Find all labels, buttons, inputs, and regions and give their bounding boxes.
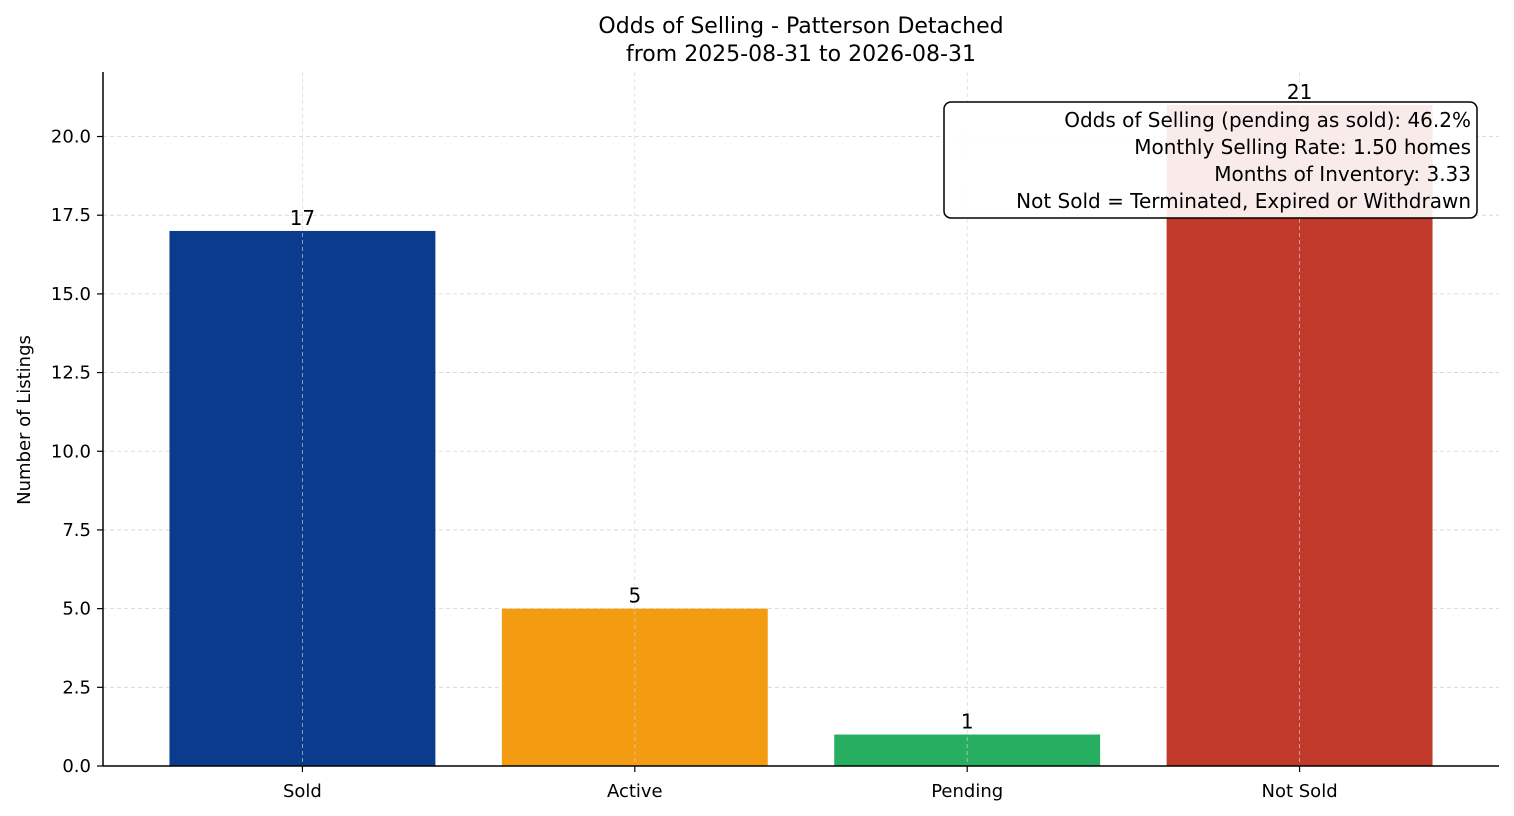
y-tick-label: 20.0 — [51, 127, 91, 148]
info-box: Odds of Selling (pending as sold): 46.2%… — [943, 101, 1478, 219]
chart-subtitle: from 2025-08-31 to 2026-08-31 — [626, 42, 976, 67]
y-tick-label: 5.0 — [62, 599, 91, 620]
bar-value-label: 17 — [290, 206, 315, 230]
y-tick-label: 15.0 — [51, 284, 91, 305]
bar-value-labels: 17 5 1 21 — [290, 80, 1313, 733]
x-tick-label: Sold — [283, 781, 322, 802]
info-box-line: Not Sold = Terminated, Expired or Withdr… — [1016, 189, 1471, 213]
bar-value-label: 1 — [961, 710, 974, 734]
x-tick-label: Not Sold — [1262, 781, 1338, 802]
y-tick-label: 17.5 — [51, 205, 91, 226]
chart-title: Odds of Selling - Patterson Detached — [598, 14, 1003, 39]
axes: 0.0 2.5 5.0 7.5 10.0 12.5 15.0 17.5 20.0 Sold Acti… — [51, 72, 1499, 802]
info-box-line: Months of Inventory: 3.33 — [1214, 162, 1471, 186]
bar-value-label: 5 — [628, 584, 641, 608]
bar-value-label: 21 — [1287, 80, 1312, 104]
x-tick-label: Active — [607, 781, 663, 802]
y-tick-label: 0.0 — [62, 756, 91, 777]
info-box-line: Monthly Selling Rate: 1.50 homes — [1134, 135, 1471, 159]
info-box-frame — [943, 101, 1478, 219]
y-tick-label: 10.0 — [51, 441, 91, 462]
y-axis-label: Number of Listings — [14, 335, 35, 505]
y-tick-label: 12.5 — [51, 363, 91, 384]
y-tick-label: 7.5 — [62, 520, 91, 541]
info-box-line: Odds of Selling (pending as sold): 46.2% — [1064, 108, 1471, 132]
y-tick-label: 2.5 — [62, 677, 91, 698]
x-tick-label: Pending — [931, 781, 1003, 802]
